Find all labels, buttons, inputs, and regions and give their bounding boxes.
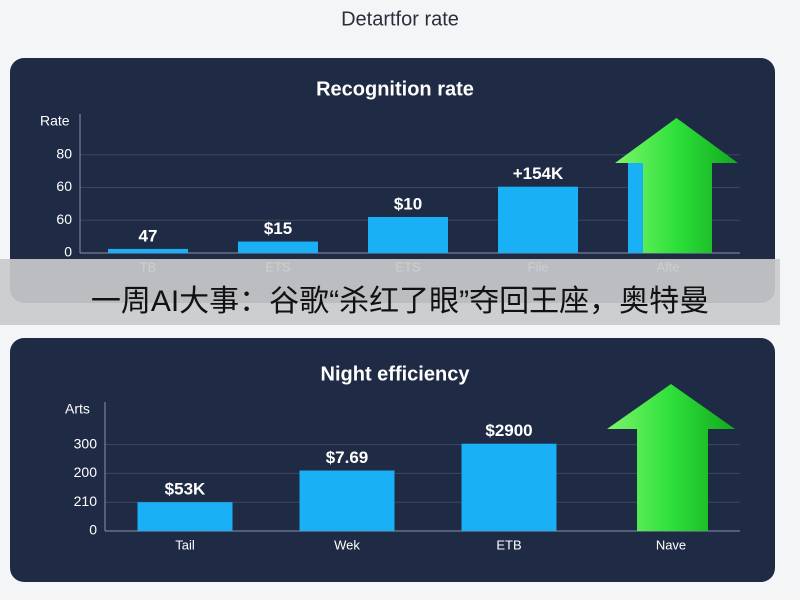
bar (368, 216, 448, 253)
y-tick-label: 60 (56, 211, 72, 227)
bar (238, 241, 318, 253)
y-tick-label: 200 (74, 464, 98, 480)
x-tick-label: Tail (175, 537, 195, 552)
bar-annotation: $7.69 (326, 448, 369, 467)
banner: 一周AI大事：谷歌“杀红了眼”夺回王座，奥特曼 (91, 285, 709, 318)
bar (299, 470, 395, 531)
banner-bg (0, 259, 780, 325)
y-tick-label: 0 (64, 244, 72, 260)
trend-arrow (607, 384, 735, 531)
bar-annotation: $15 (264, 219, 292, 238)
bar (108, 248, 188, 253)
page-title: Detartfor rate (341, 8, 459, 30)
charts: Recognition rateRate0606080TB47ETS$15ETS… (40, 78, 740, 552)
y-tick-label: 60 (56, 178, 72, 194)
bar-annotation: 47 (139, 226, 158, 245)
y-axis-label: Arts (65, 401, 90, 417)
bar (461, 443, 557, 531)
y-tick-label: 80 (56, 145, 72, 161)
x-tick-label: ETB (496, 537, 521, 552)
bar-annotation: +154K (513, 164, 564, 183)
bar-annotation: $10 (394, 194, 422, 213)
x-tick-label: Wek (334, 537, 360, 552)
trend-arrow (615, 118, 738, 253)
chart-title: Recognition rate (316, 78, 474, 100)
y-axis-label: Rate (40, 113, 70, 129)
panel (10, 58, 775, 303)
y-tick-label: 210 (74, 493, 98, 509)
bar (498, 186, 578, 253)
bar-annotation: $53K (165, 480, 206, 499)
bar (137, 502, 233, 531)
y-tick-label: 300 (74, 435, 98, 451)
y-tick-label: 0 (89, 522, 97, 538)
x-tick-label: Nave (656, 537, 686, 552)
bar-annotation: $2900 (485, 421, 532, 440)
chart-title: Night efficiency (321, 363, 471, 385)
